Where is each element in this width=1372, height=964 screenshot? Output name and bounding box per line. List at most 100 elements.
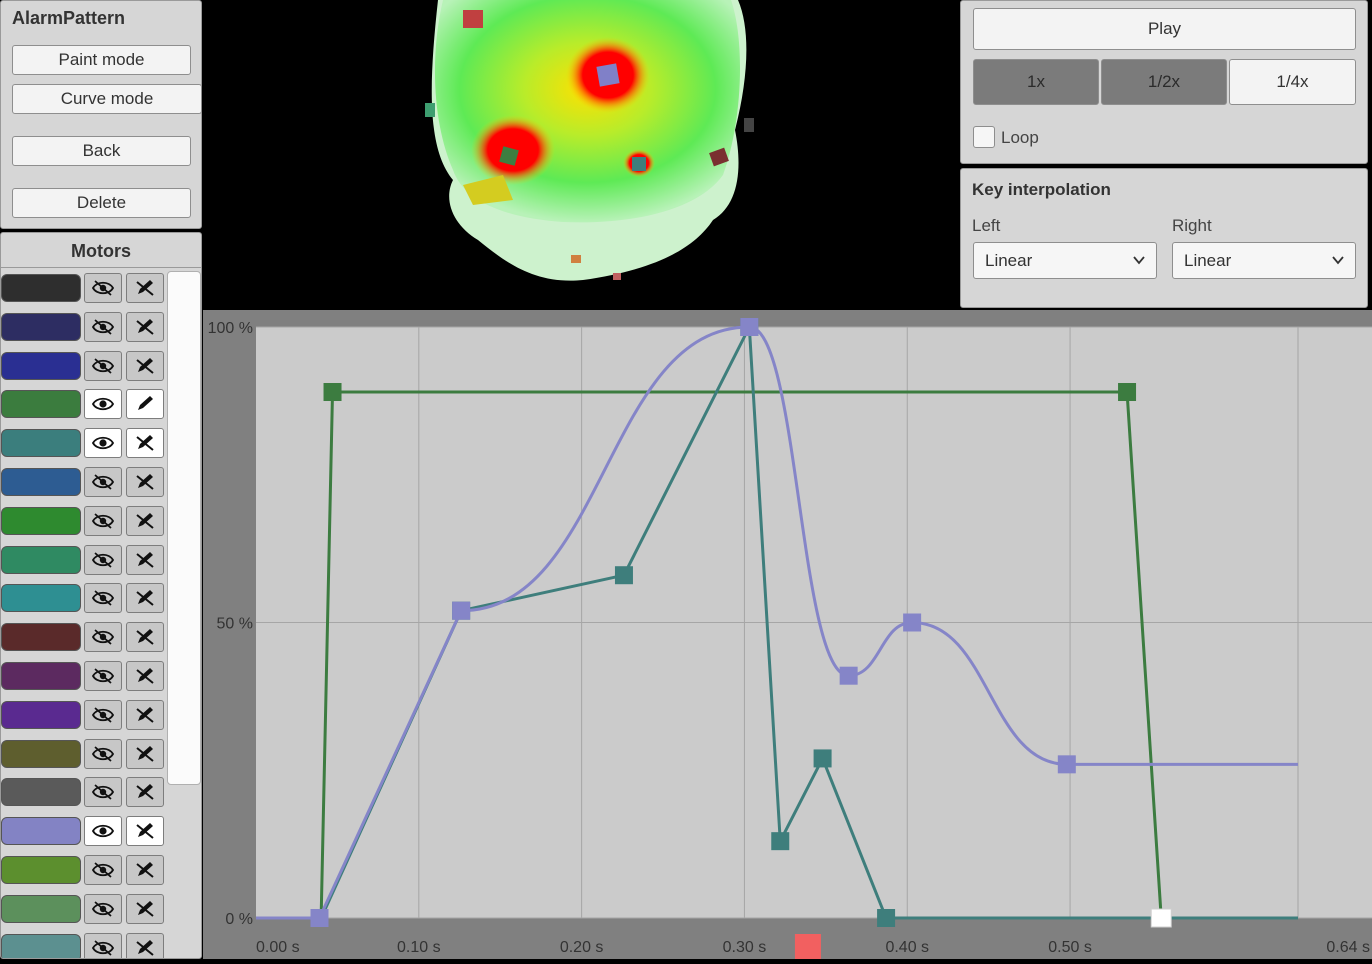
play-button[interactable]: Play xyxy=(973,8,1356,50)
pencil-off-icon[interactable] xyxy=(126,311,164,342)
pencil-off-icon[interactable] xyxy=(126,777,164,808)
motor-row[interactable] xyxy=(1,428,167,459)
eye-off-icon[interactable] xyxy=(84,855,122,885)
motor-color-swatch[interactable] xyxy=(1,312,81,341)
pencil-off-icon[interactable] xyxy=(126,428,164,459)
motor-color-swatch[interactable] xyxy=(1,817,81,846)
eye-off-icon[interactable] xyxy=(84,350,122,381)
motor-row[interactable] xyxy=(1,273,167,303)
left-interpolation-select[interactable]: Linear xyxy=(973,242,1157,279)
eye-off-icon[interactable] xyxy=(84,544,122,575)
motor-row[interactable] xyxy=(1,622,167,653)
motor-row[interactable] xyxy=(1,932,167,958)
motor-color-swatch[interactable] xyxy=(1,506,81,535)
motor-row[interactable] xyxy=(1,738,167,769)
keyframe-handle[interactable] xyxy=(1057,755,1076,774)
eye-off-icon[interactable] xyxy=(84,738,122,769)
eye-off-icon[interactable] xyxy=(84,505,122,536)
playhead-marker[interactable] xyxy=(794,934,821,960)
eye-off-icon[interactable] xyxy=(84,311,122,342)
curve-mode-button[interactable]: Curve mode xyxy=(12,84,202,114)
motor-color-swatch[interactable] xyxy=(1,623,81,652)
motor-row[interactable] xyxy=(1,777,167,808)
eye-off-icon[interactable] xyxy=(84,893,122,924)
motor-color-swatch[interactable] xyxy=(1,429,81,458)
motor-row[interactable] xyxy=(1,505,167,536)
keyframe-handle[interactable] xyxy=(839,666,858,685)
keyframe-handle[interactable] xyxy=(452,601,471,620)
motor-color-swatch[interactable] xyxy=(1,894,81,923)
motor-row[interactable] xyxy=(1,311,167,342)
pencil-off-icon[interactable] xyxy=(126,816,164,847)
motor-row[interactable] xyxy=(1,389,167,420)
motor-list-scrollbar[interactable] xyxy=(167,271,201,785)
motor-color-swatch[interactable] xyxy=(1,584,81,613)
eye-icon[interactable] xyxy=(84,389,122,420)
motor-row[interactable] xyxy=(1,467,167,497)
pencil-off-icon[interactable] xyxy=(126,855,164,885)
motor-color-swatch[interactable] xyxy=(1,739,81,768)
motor-row[interactable] xyxy=(1,855,167,885)
motor-color-swatch[interactable] xyxy=(1,468,81,496)
pencil-off-icon[interactable] xyxy=(126,273,164,303)
motor-color-swatch[interactable] xyxy=(1,390,81,419)
keyframe-handle[interactable] xyxy=(903,613,922,632)
eye-icon[interactable] xyxy=(84,816,122,847)
pencil-icon[interactable] xyxy=(126,389,164,420)
pencil-off-icon[interactable] xyxy=(126,505,164,536)
pencil-off-icon[interactable] xyxy=(126,893,164,924)
eye-off-icon[interactable] xyxy=(84,699,122,730)
motor-color-swatch[interactable] xyxy=(1,274,81,302)
keyframe-handle[interactable] xyxy=(323,383,342,402)
motor-row[interactable] xyxy=(1,544,167,575)
eye-off-icon[interactable] xyxy=(84,273,122,303)
pencil-off-icon[interactable] xyxy=(126,738,164,769)
speed-1x-button[interactable]: 1x xyxy=(973,59,1099,105)
eye-off-icon[interactable] xyxy=(84,661,122,691)
keyframe-handle[interactable] xyxy=(614,566,633,585)
motor-row[interactable] xyxy=(1,350,167,381)
paint-mode-button[interactable]: Paint mode xyxy=(12,45,191,75)
keyframe-handle[interactable] xyxy=(813,749,832,768)
speed-half-button[interactable]: 1/2x xyxy=(1101,59,1227,105)
pencil-off-icon[interactable] xyxy=(126,544,164,575)
motor-row[interactable] xyxy=(1,816,167,847)
pencil-off-icon[interactable] xyxy=(126,622,164,653)
motor-row[interactable] xyxy=(1,893,167,924)
curve-chart[interactable]: 0 % 50 % 100 % 0.00 s 0.10 s 0.20 s 0.30 s 0.40… xyxy=(203,310,1372,960)
selected-keyframe-handle[interactable] xyxy=(1150,908,1172,928)
motor-color-swatch[interactable] xyxy=(1,700,81,729)
delete-button[interactable]: Delete xyxy=(12,188,191,218)
motor-row[interactable] xyxy=(1,699,167,730)
pencil-off-icon[interactable] xyxy=(126,350,164,381)
keyframe-handle[interactable] xyxy=(1118,383,1137,402)
pencil-off-icon[interactable] xyxy=(126,699,164,730)
keyframe-handle[interactable] xyxy=(740,318,759,336)
pencil-off-icon[interactable] xyxy=(126,583,164,614)
eye-off-icon[interactable] xyxy=(84,583,122,614)
keyframe-handle[interactable] xyxy=(310,909,329,927)
motor-color-swatch[interactable] xyxy=(1,933,81,958)
motor-color-swatch[interactable] xyxy=(1,662,81,690)
keyframe-handle[interactable] xyxy=(771,832,790,851)
eye-off-icon[interactable] xyxy=(84,622,122,653)
curve-editor[interactable]: 0 % 50 % 100 % 0.00 s 0.10 s 0.20 s 0.30 s 0.40… xyxy=(203,310,1372,960)
motor-row[interactable] xyxy=(1,661,167,691)
speed-quarter-button[interactable]: 1/4x xyxy=(1229,59,1356,105)
back-button[interactable]: Back xyxy=(12,136,191,166)
loop-checkbox[interactable] xyxy=(973,126,995,148)
motor-color-swatch[interactable] xyxy=(1,545,81,574)
motor-list[interactable] xyxy=(1,273,167,958)
motor-color-swatch[interactable] xyxy=(1,856,81,884)
motor-color-swatch[interactable] xyxy=(1,351,81,380)
motor-color-swatch[interactable] xyxy=(1,778,81,807)
pencil-off-icon[interactable] xyxy=(126,467,164,497)
pencil-off-icon[interactable] xyxy=(126,661,164,691)
eye-off-icon[interactable] xyxy=(84,932,122,958)
keyframe-handle[interactable] xyxy=(877,909,896,927)
pencil-off-icon[interactable] xyxy=(126,932,164,958)
eye-off-icon[interactable] xyxy=(84,467,122,497)
eye-off-icon[interactable] xyxy=(84,777,122,808)
eye-icon[interactable] xyxy=(84,428,122,459)
motor-row[interactable] xyxy=(1,583,167,614)
